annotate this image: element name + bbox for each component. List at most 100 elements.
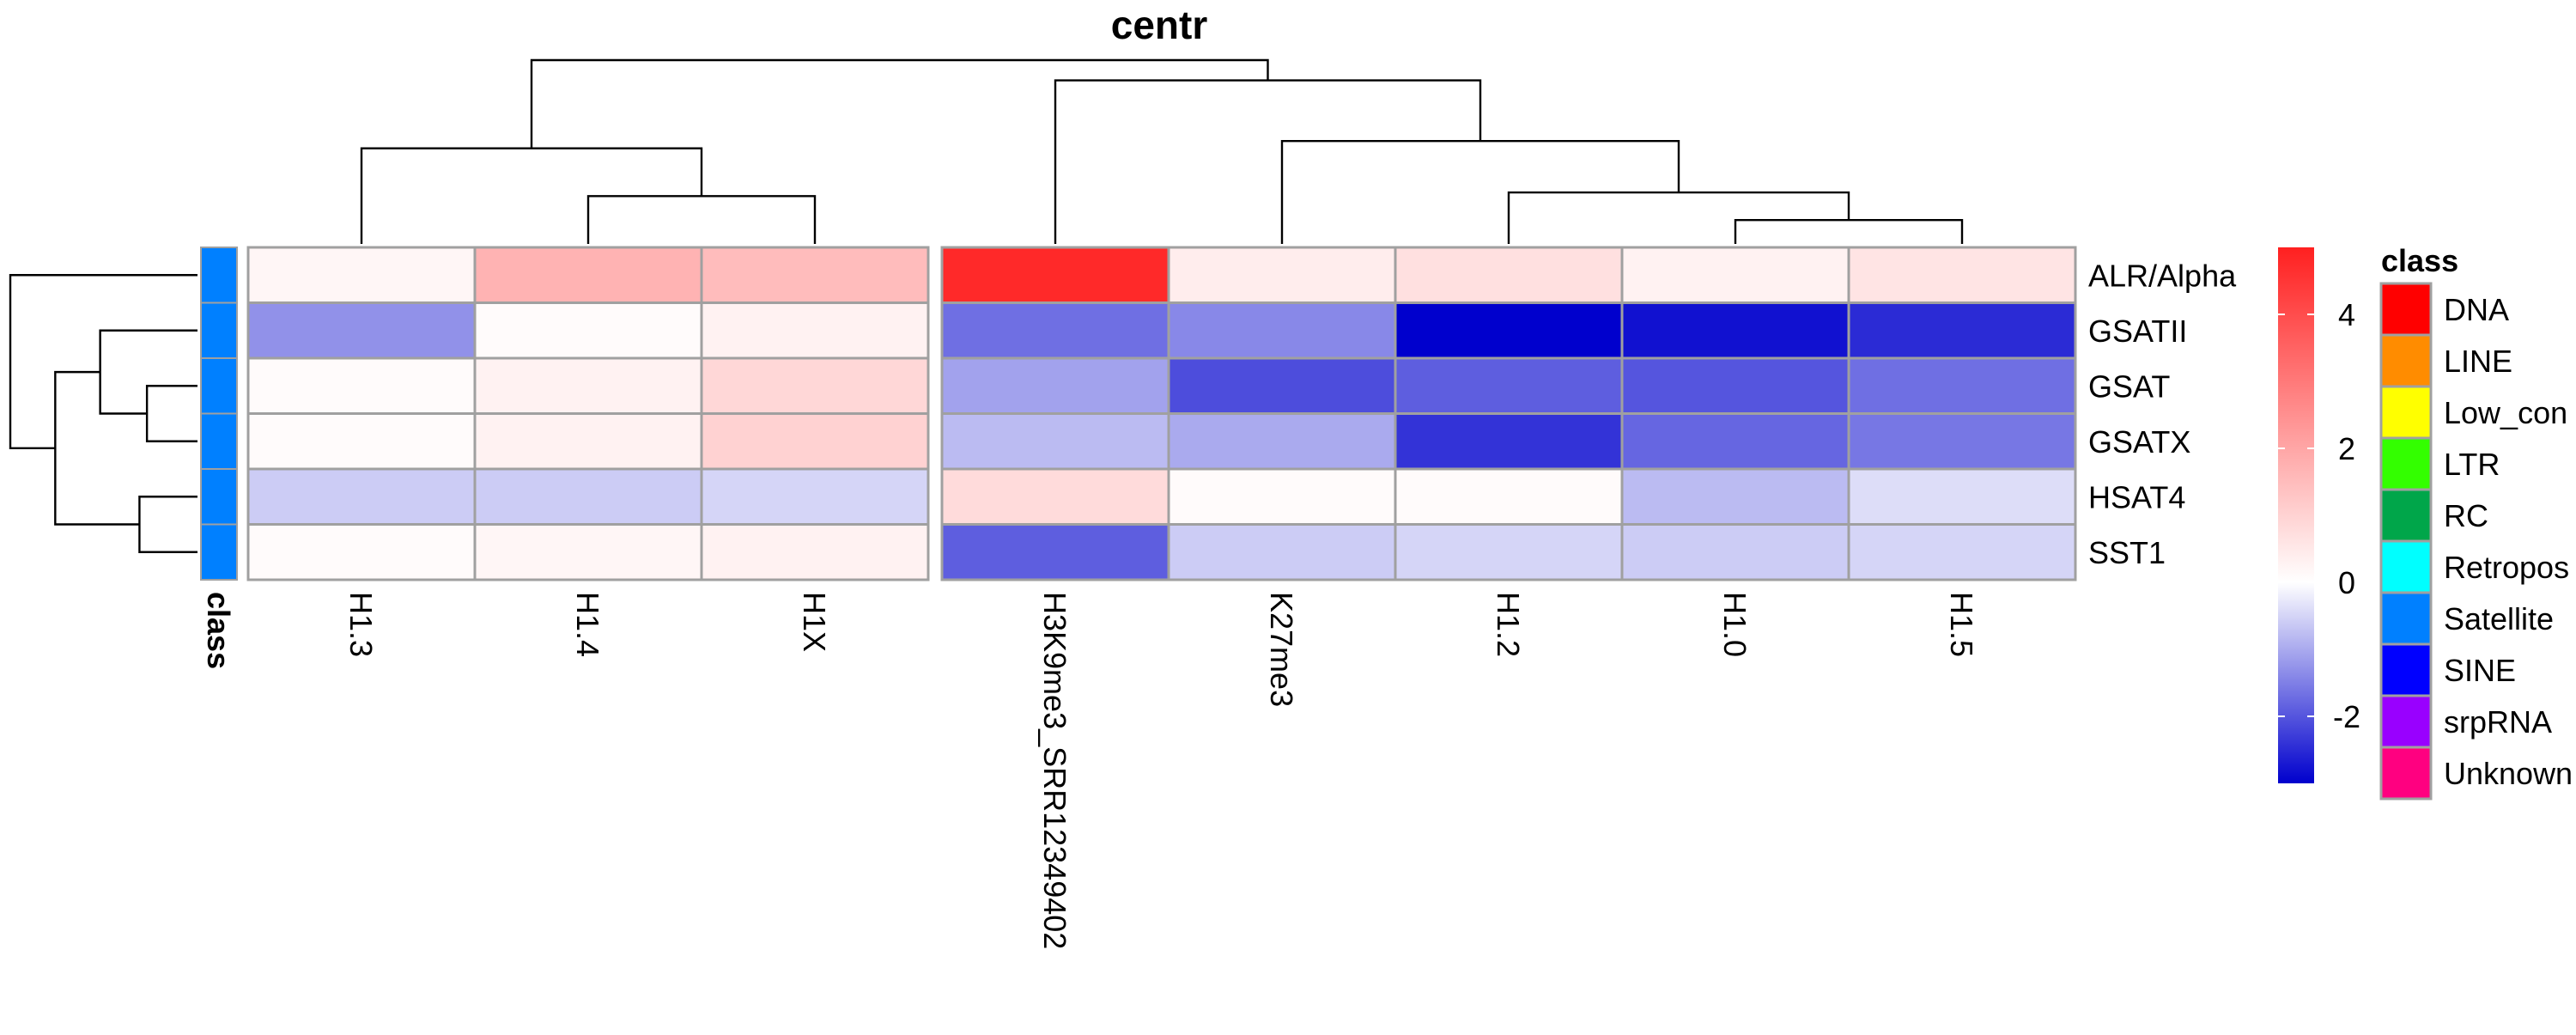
heatmap-cell-hsat4-h1x [700, 467, 930, 526]
class-legend-label-dna: DNA [2444, 292, 2509, 327]
heatmap-cell-gsatx-h1x [700, 412, 930, 471]
heatmap-cell-gsat-h1-3 [246, 356, 477, 415]
heatmap-cell-gsatii-h1-4 [473, 301, 703, 360]
heatmap-cell-hsat4-h3k9me3-srr12349402 [940, 467, 1170, 526]
heatmap-cell-sst1-k27me3 [1167, 523, 1397, 581]
heatmap-cell-gsatii-k27me3 [1167, 301, 1397, 360]
heatmap-cell-gsat-h1-4 [473, 356, 703, 415]
heatmap-cell-gsat-h1-0 [1620, 356, 1850, 415]
color-scale-tick-4: 4 [2338, 297, 2355, 332]
heatmap-cell-alr-alpha-h3k9me3-srr12349402 [940, 246, 1170, 304]
heatmap-cell-sst1-h1-5 [1847, 523, 2077, 581]
heatmap-cell-gsat-h1-5 [1847, 356, 2077, 415]
row-label-sst1: SST1 [2088, 535, 2166, 570]
class-legend-label-retropos: Retropos [2444, 550, 2569, 585]
heatmap-cells [246, 246, 2077, 581]
row-dendro-branch-inner [54, 370, 140, 526]
row-labels: ALR/Alpha GSATII GSAT GSATX HSAT4 SST1 [2088, 258, 2237, 570]
heatmap-cell-gsatii-h1-2 [1394, 301, 1624, 360]
class-legend-swatch-sine [2379, 642, 2433, 697]
col-dendro-branch-root [530, 58, 1269, 149]
heatmap-cell-alr-alpha-h1-2 [1394, 246, 1624, 304]
column-label-h1-4: H1.4 [570, 592, 605, 657]
class-legend-swatch-low-con [2379, 385, 2433, 440]
class-legend-label-satellite: Satellite [2444, 601, 2554, 636]
annotation-cell-gsatii [200, 301, 238, 359]
column-labels: H1.3 H1.4 H1X H3K9me3_SRR12349402 K27me3 H1.2… [343, 592, 1979, 949]
col-dendro-branch-g2-b [1507, 191, 1850, 244]
row-dendro-branch-gsat-group [99, 329, 197, 415]
heatmap-cell-gsatii-h1-0 [1620, 301, 1850, 360]
heatmap-cell-gsat-h1x [700, 356, 930, 415]
class-legend-swatch-ltr [2379, 436, 2433, 491]
heatmap-cell-gsat-k27me3 [1167, 356, 1397, 415]
col-dendro-branch-g1-sub [586, 195, 817, 244]
column-label-h1-2: H1.2 [1491, 592, 1526, 657]
annotation-cell-gsatx [200, 412, 238, 470]
heatmap-cell-alr-alpha-h1-5 [1847, 246, 2077, 304]
row-dendro-branch-hsat-pair [138, 496, 197, 553]
row-label-gsatii: GSATII [2088, 314, 2187, 349]
heatmap-cell-sst1-h1-0 [1620, 523, 1850, 581]
heatmap-cell-hsat4-h1-4 [473, 467, 703, 526]
class-legend-swatch-line [2379, 333, 2433, 388]
annotation-cell-alr-alpha [200, 247, 238, 304]
row-label-alr-alpha: ALR/Alpha [2088, 258, 2237, 293]
heatmap-cell-gsatx-h1-3 [246, 412, 477, 471]
color-scale-tick-2: -2 [2333, 699, 2360, 734]
heatmap-cell-gsatx-h1-2 [1394, 412, 1624, 471]
heatmap-cell-gsat-h1-2 [1394, 356, 1624, 415]
heatmap-cell-gsatii-h1-5 [1847, 301, 2077, 360]
heatmap-cell-sst1-h1x [700, 523, 930, 581]
annotation-cell-gsat [200, 357, 238, 415]
class-legend-label-unknown: Unknown [2444, 756, 2573, 791]
heatmap-cell-gsatii-h1x [700, 301, 930, 360]
heatmap-cell-hsat4-h1-0 [1620, 467, 1850, 526]
heatmap-cell-gsatx-h1-5 [1847, 412, 2077, 471]
heatmap-cell-alr-alpha-h1-0 [1620, 246, 1850, 304]
heatmap-cell-sst1-h3k9me3-srr12349402 [940, 523, 1170, 581]
annotation-cell-sst1 [200, 523, 238, 581]
row-annotation: class [200, 247, 238, 669]
heatmap-cell-hsat4-k27me3 [1167, 467, 1397, 526]
heatmap-cell-gsat-h3k9me3-srr12349402 [940, 356, 1170, 415]
class-legend-swatch-unknown [2379, 746, 2433, 801]
color-scale-legend: -2 0 2 4 [2278, 247, 2360, 783]
heatmap-cell-gsatii-h3k9me3-srr12349402 [940, 301, 1170, 360]
class-legend-swatch-srprna [2379, 694, 2433, 749]
annotation-cell-hsat4 [200, 468, 238, 526]
heatmap-cell-hsat4-h1-5 [1847, 467, 2077, 526]
heatmap-cell-gsatx-h1-0 [1620, 412, 1850, 471]
color-scale-bar [2278, 247, 2314, 783]
row-dendro-branch-root [9, 274, 197, 450]
row-label-gsatx: GSATX [2088, 424, 2190, 460]
column-dendrogram [360, 58, 1964, 244]
class-legend-title: class [2381, 243, 2458, 278]
heatmap-cell-alr-alpha-k27me3 [1167, 246, 1397, 304]
class-legend-label-ltr: LTR [2444, 447, 2500, 482]
class-legend-swatch-retropos [2379, 539, 2433, 594]
row-label-gsat: GSAT [2088, 368, 2170, 404]
heatmap-cell-sst1-h1-3 [246, 523, 477, 581]
column-label-h1-0: H1.0 [1717, 592, 1753, 657]
class-legend-label-low-con: Low_con [2444, 395, 2567, 430]
col-dendro-branch-g2-c [1734, 218, 1964, 244]
column-label-h1-3: H1.3 [343, 592, 379, 657]
heatmap-cell-gsatx-k27me3 [1167, 412, 1397, 471]
heatmap-cell-gsatx-h3k9me3-srr12349402 [940, 412, 1170, 471]
class-legend-swatch-dna [2379, 282, 2433, 337]
row-label-hsat4: HSAT4 [2088, 479, 2185, 514]
class-legend-label-rc: RC [2444, 498, 2488, 533]
class-legend-swatch-rc [2379, 488, 2433, 543]
heatmap-cell-alr-alpha-h1-3 [246, 246, 477, 304]
heatmap-cell-sst1-h1-4 [473, 523, 703, 581]
column-label-k27me3: K27me3 [1264, 592, 1299, 707]
chart-title: centr [1111, 3, 1208, 47]
heatmap-cell-alr-alpha-h1x [700, 246, 930, 304]
class-legend-label-sine: SINE [2444, 653, 2516, 688]
class-legend-label-srprna: srpRNA [2444, 704, 2552, 740]
row-dendrogram [9, 274, 197, 553]
col-dendro-branch-g2 [1054, 79, 1482, 244]
